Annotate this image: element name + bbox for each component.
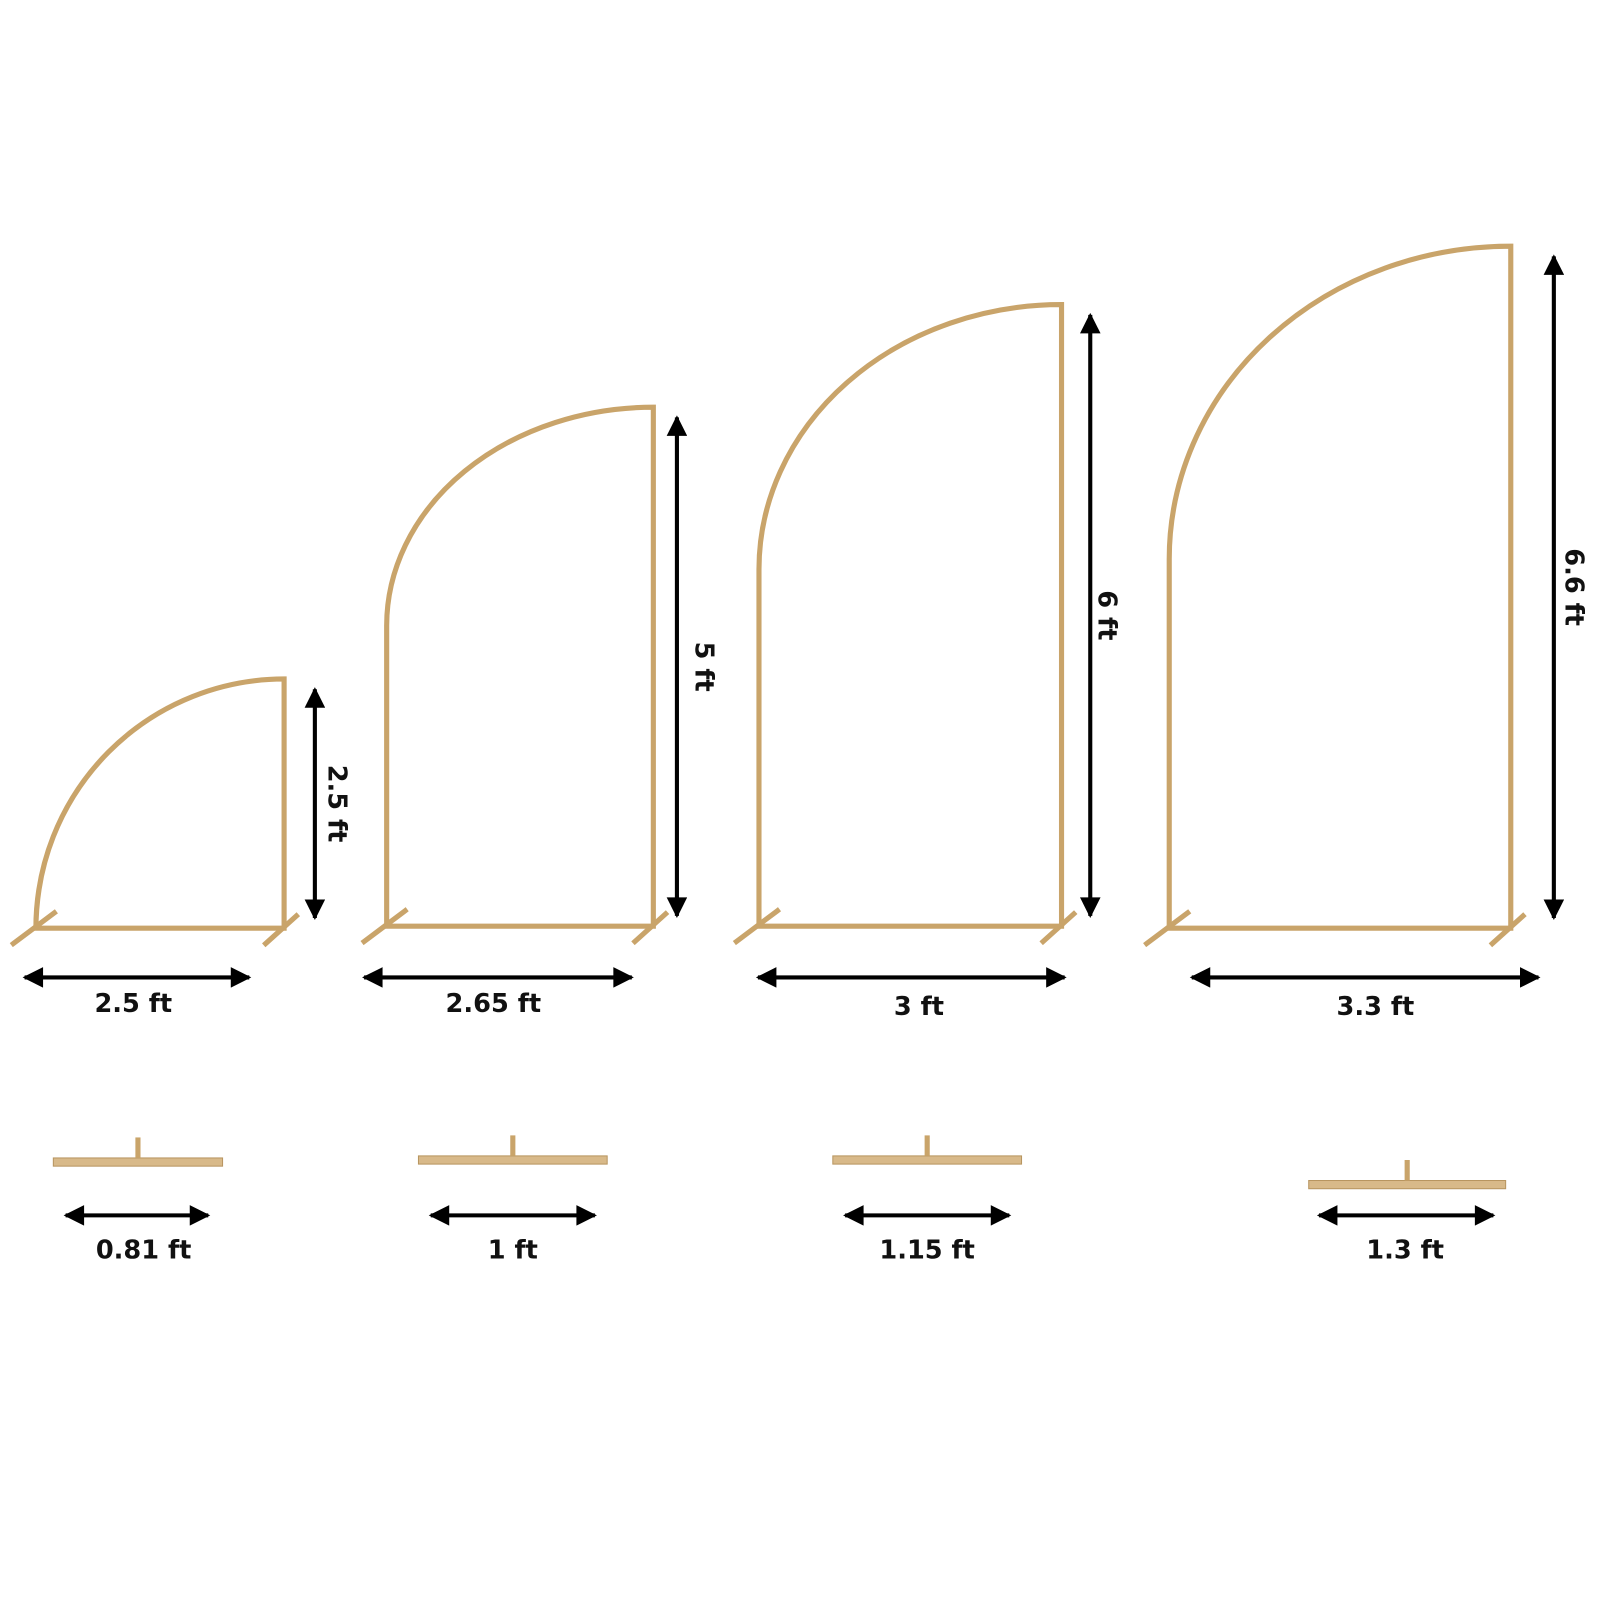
width-label: 3.3 ft: [1337, 992, 1415, 1022]
height-label: 5 ft: [689, 642, 719, 692]
frame-feet: [360, 907, 670, 946]
width-label: 3 ft: [894, 992, 944, 1022]
height-label: 6 ft: [1092, 590, 1122, 640]
base-label: 1.15 ft: [879, 1235, 975, 1265]
frames: 2.5 ft 2.5 ft 0.81 ft 5 ft 2.65 ft 1 ft 6 ft 3 …: [9, 243, 1588, 1265]
width-label: 2.5 ft: [94, 989, 172, 1019]
base-label: 0.81 ft: [96, 1235, 192, 1265]
width-label: 2.65 ft: [446, 989, 542, 1019]
base-label: 1 ft: [488, 1235, 538, 1265]
base-post: [1404, 1160, 1410, 1181]
base-bar: [832, 1155, 1023, 1165]
frame-feet: [1143, 909, 1527, 948]
height-label: 6.6 ft: [1558, 548, 1588, 626]
base-label: 1.3 ft: [1366, 1235, 1444, 1265]
base-bar: [52, 1157, 224, 1167]
base-post: [135, 1137, 141, 1158]
base-bar: [417, 1155, 608, 1165]
base-post: [924, 1135, 930, 1156]
frame-feet: [9, 909, 301, 948]
arch-frame: [384, 404, 656, 929]
base-bar: [1308, 1180, 1507, 1190]
arch-frame: [33, 676, 287, 931]
arch-frame: [756, 302, 1065, 929]
frame-feet: [732, 907, 1078, 946]
base-post: [510, 1135, 516, 1156]
height-label: 2.5 ft: [321, 765, 351, 843]
arch-frame: [1166, 243, 1514, 931]
